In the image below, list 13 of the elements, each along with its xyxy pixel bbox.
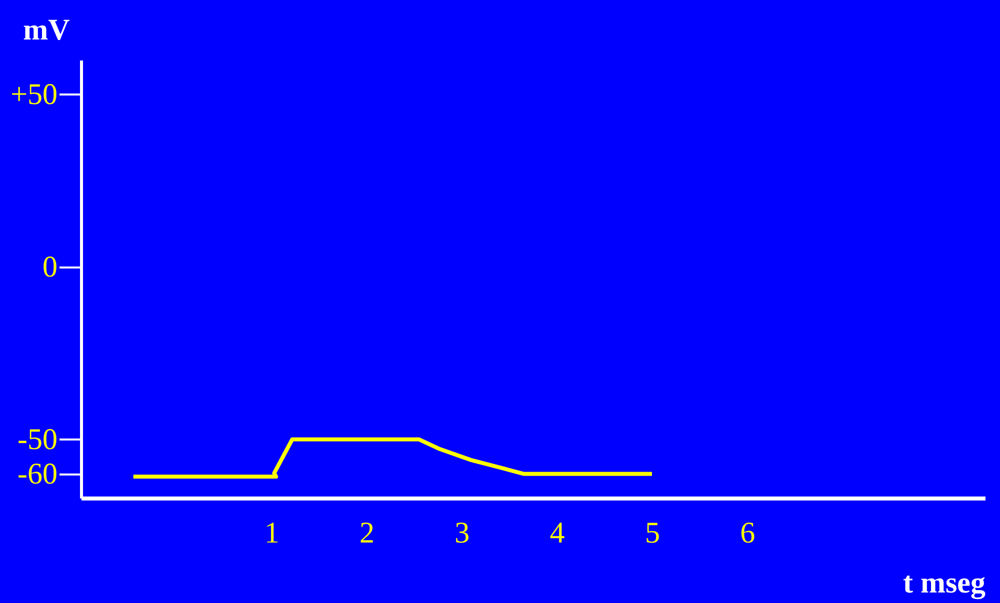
x-axis-title: t mseg xyxy=(903,566,986,600)
x-tick-label: 6 xyxy=(740,516,756,550)
x-tick-label: 5 xyxy=(644,516,660,550)
y-tick-label: +50 xyxy=(10,78,58,111)
y-tick-label: -50 xyxy=(18,422,58,456)
x-tick-label: 2 xyxy=(359,516,374,550)
y-tick-label: 0 xyxy=(42,250,58,284)
x-tick-label: 1 xyxy=(264,516,280,550)
line-series xyxy=(131,437,654,479)
y-tick-label: -60 xyxy=(18,457,58,490)
x-tick-label: 3 xyxy=(454,516,470,550)
x-tick-label: 4 xyxy=(550,516,565,550)
y-axis-title: mV xyxy=(23,14,70,46)
